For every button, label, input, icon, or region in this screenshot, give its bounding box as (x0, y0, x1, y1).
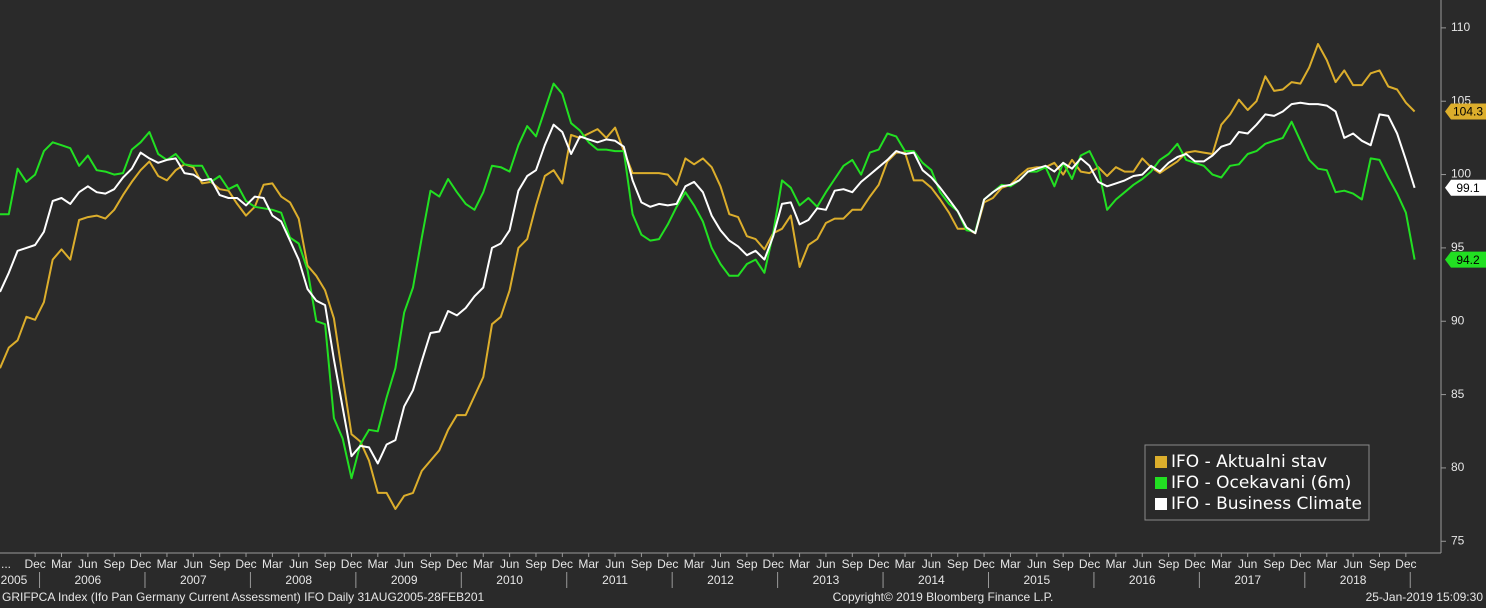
legend-swatch (1155, 498, 1167, 510)
x-tick-label: Mar (367, 557, 388, 571)
x-tick-label: Jun (184, 557, 203, 571)
x-tick-label: Dec (868, 557, 889, 571)
legend-swatch (1155, 456, 1167, 468)
x-tick-label: Sep (525, 557, 547, 571)
x-tick-label: Mar (51, 557, 72, 571)
x-tick-label: Dec (1184, 557, 1205, 571)
x-tick-label: Dec (1079, 557, 1100, 571)
legend-label: IFO - Aktualni stav (1171, 452, 1327, 472)
x-tick-label: Dec (341, 557, 362, 571)
x-tick-label: Dec (24, 557, 45, 571)
x-tick-label: Mar (1106, 557, 1127, 571)
footer-timestamp: 25-Jan-2019 15:09:30 (1366, 590, 1484, 604)
x-tick-label: Dec (235, 557, 256, 571)
x-tick-label: Dec (1395, 557, 1416, 571)
x-year-label: 2008 (285, 573, 312, 587)
x-tick-label: Jun (605, 557, 624, 571)
x-tick-label: Sep (209, 557, 231, 571)
legend-swatch (1155, 477, 1167, 489)
x-tick-label: Mar (1211, 557, 1232, 571)
x-tick-label: Jun (1027, 557, 1046, 571)
y-tick-label: 100 (1451, 167, 1471, 181)
legend-label: IFO - Ocekavani (6m) (1171, 473, 1351, 493)
x-tick-label: Jun (78, 557, 97, 571)
x-tick-label: Sep (736, 557, 758, 571)
x-year-label: 2018 (1340, 573, 1367, 587)
x-year-label: 2011 (602, 573, 628, 587)
x-tick-label: Sep (1263, 557, 1285, 571)
x-tick-label: Sep (314, 557, 336, 571)
legend-label: IFO - Business Climate (1171, 494, 1362, 514)
x-tick-label: Jun (500, 557, 519, 571)
series-line (0, 101, 1416, 465)
last-value-label: 104.3 (1453, 105, 1483, 119)
x-tick-label: Mar (578, 557, 599, 571)
x-tick-lead: ... (1, 557, 11, 571)
footer-source: GRIFPCA Index (Ifo Pan Germany Current A… (2, 590, 485, 604)
x-tick-label: Jun (922, 557, 941, 571)
x-tick-label: Dec (657, 557, 678, 571)
y-tick-label: 85 (1451, 387, 1465, 401)
y-tick-label: 110 (1451, 20, 1470, 34)
x-tick-label: Jun (289, 557, 308, 571)
x-tick-label: Dec (446, 557, 467, 571)
x-tick-label: Sep (104, 557, 126, 571)
x-tick-label: Sep (1369, 557, 1391, 571)
y-tick-label: 80 (1451, 460, 1465, 474)
legend-box (1144, 444, 1370, 521)
x-tick-label: Mar (473, 557, 494, 571)
x-tick-label: Mar (1316, 557, 1337, 571)
x-tick-label: Jun (711, 557, 730, 571)
x-year-label: 2005 (1, 573, 28, 587)
x-year-label: 2017 (1234, 573, 1261, 587)
x-tick-label: Sep (631, 557, 653, 571)
x-year-label: 2007 (180, 573, 207, 587)
x-tick-label: Jun (1238, 557, 1257, 571)
last-value-tag (1445, 179, 1486, 196)
x-tick-label: Sep (420, 557, 442, 571)
x-year-label: 2013 (813, 573, 840, 587)
y-tick-label: 95 (1451, 240, 1465, 254)
x-tick-label: Sep (842, 557, 864, 571)
x-year-label: 2014 (918, 573, 945, 587)
x-tick-label: Jun (816, 557, 835, 571)
x-year-label: 2016 (1129, 573, 1156, 587)
x-tick-label: Sep (1158, 557, 1180, 571)
series-line (0, 43, 1416, 510)
x-tick-label: Mar (157, 557, 178, 571)
x-tick-label: Mar (789, 557, 810, 571)
x-year-label: 2006 (75, 573, 102, 587)
x-tick-label: Dec (552, 557, 573, 571)
x-tick-label: Dec (1290, 557, 1311, 571)
x-tick-label: Dec (763, 557, 784, 571)
x-year-label: 2015 (1023, 573, 1050, 587)
footer-copyright: Copyright© 2019 Bloomberg Finance L.P. (833, 590, 1054, 604)
x-tick-label: Mar (895, 557, 916, 571)
x-tick-label: Jun (1343, 557, 1362, 571)
x-year-label: 2009 (391, 573, 418, 587)
x-tick-label: Jun (395, 557, 414, 571)
x-tick-label: Dec (130, 557, 151, 571)
x-tick-label: Dec (973, 557, 994, 571)
x-tick-label: Sep (947, 557, 969, 571)
y-tick-label: 90 (1451, 313, 1465, 327)
last-value-tag (1445, 103, 1486, 120)
x-tick-label: Mar (684, 557, 705, 571)
last-value-label: 99.1 (1456, 181, 1480, 195)
x-tick-label: Mar (1000, 557, 1021, 571)
series-line (0, 82, 1416, 480)
x-tick-label: Mar (262, 557, 283, 571)
x-tick-label: Sep (1052, 557, 1074, 571)
x-year-label: 2010 (496, 573, 523, 587)
last-value-label: 94.2 (1456, 253, 1480, 267)
x-year-label: 2012 (707, 573, 734, 587)
last-value-tag (1445, 251, 1486, 268)
x-tick-label: Jun (1133, 557, 1152, 571)
y-tick-label: 75 (1451, 533, 1465, 547)
